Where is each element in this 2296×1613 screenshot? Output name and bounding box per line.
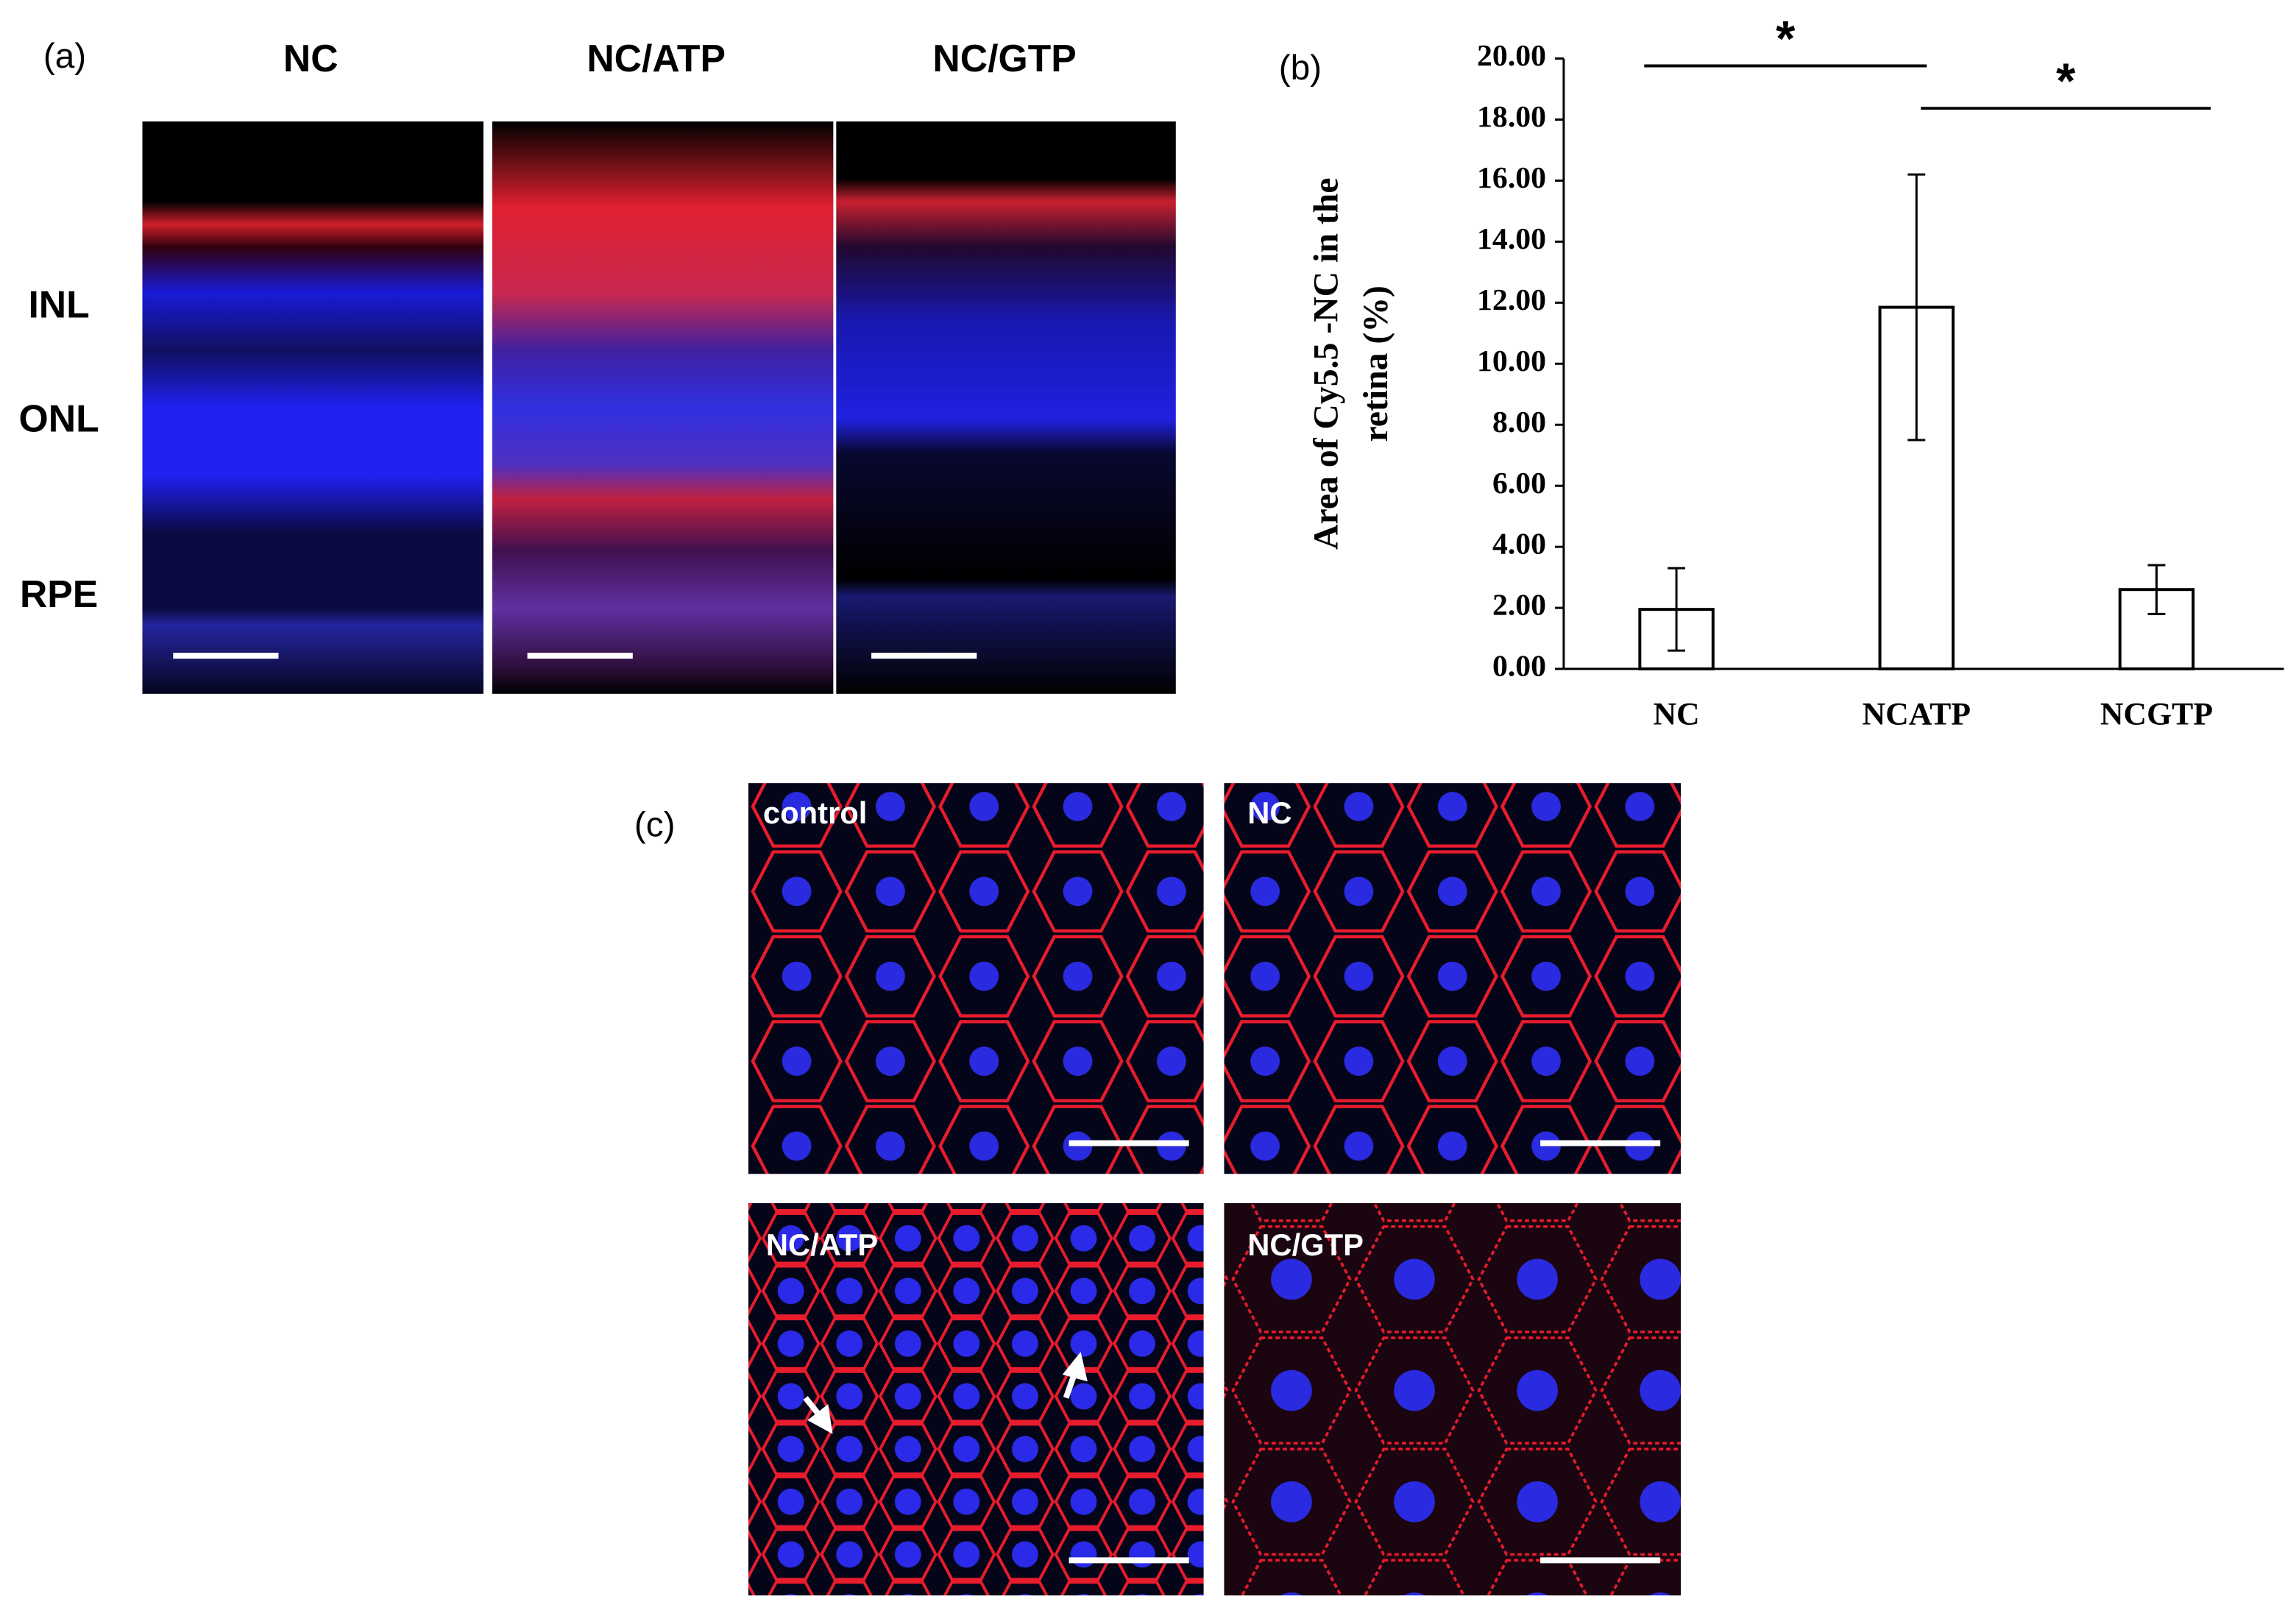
significance-mark: * — [2056, 54, 2076, 109]
image-title: NC — [283, 37, 339, 79]
micrograph — [1224, 1203, 1682, 1596]
layer-label: RPE — [20, 572, 98, 615]
bar — [2118, 588, 2195, 671]
panel-label: (b) — [1279, 49, 1322, 88]
micrograph — [836, 121, 1176, 694]
y-tick-label: 0.00 — [1492, 650, 1546, 684]
scale-bars — [1069, 1140, 1661, 1564]
y-tick-label: 8.00 — [1492, 405, 1546, 439]
image-title: NC/ATP — [587, 37, 726, 79]
micrograph — [748, 783, 1204, 1174]
micrograph — [1224, 783, 1682, 1174]
y-tick-label: 4.00 — [1492, 528, 1546, 561]
micrograph — [748, 1203, 1204, 1596]
image-title: NC/GTP — [932, 37, 1076, 79]
panel-label: (c) — [634, 805, 676, 844]
y-axis-label: Area of Cy5.5 -NC in the — [1307, 178, 1346, 550]
x-tick-label: NC — [1653, 697, 1699, 732]
y-axis-label: retina (%) — [1356, 286, 1395, 442]
bar-chart: (b) 0.00 2.00 4.00 6.00 8.00 10.00 12.00 14.00 16… — [1279, 12, 2284, 732]
y-tick-label: 2.00 — [1492, 589, 1546, 623]
significance-mark: * — [1776, 12, 1796, 67]
y-tick-label: 20.00 — [1477, 39, 1546, 73]
layer-label: INL — [28, 283, 89, 325]
micrograph — [492, 121, 834, 694]
y-tick-label: 18.00 — [1477, 100, 1546, 134]
micrograph — [142, 121, 483, 694]
image-title: control — [763, 795, 868, 830]
y-tick-label: 6.00 — [1492, 467, 1546, 500]
y-tick-label: 12.00 — [1477, 283, 1546, 317]
y-tick-label: 14.00 — [1477, 222, 1546, 256]
y-tick-label: 16.00 — [1477, 161, 1546, 195]
image-title: NC/GTP — [1247, 1227, 1364, 1262]
layer-label: ONL — [19, 397, 99, 440]
arrows — [803, 1351, 1088, 1434]
panel-label: (a) — [43, 37, 86, 76]
y-tick-label: 10.00 — [1477, 344, 1546, 378]
x-tick-label: NCGTP — [2100, 697, 2213, 732]
image-title: NC — [1247, 795, 1292, 830]
image-title: NC/ATP — [766, 1227, 878, 1262]
x-tick-label: NCATP — [1863, 697, 1971, 732]
